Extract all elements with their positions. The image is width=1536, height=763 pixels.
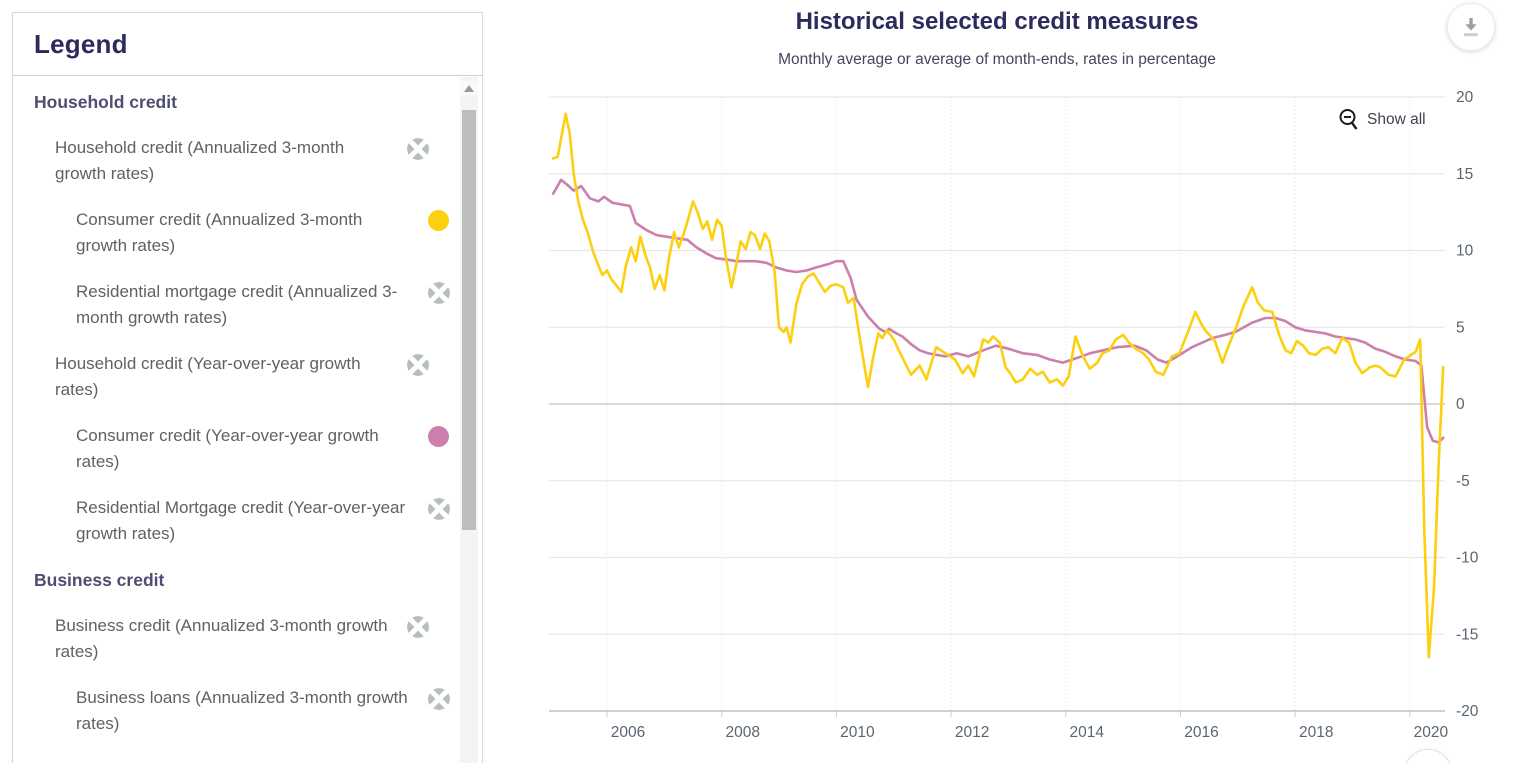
y-axis-label: 5: [1456, 319, 1465, 336]
legend-item[interactable]: Household credit (Year-over-year growth …: [13, 351, 456, 403]
show-all-label: Show all: [1367, 110, 1426, 128]
legend-title: Legend: [34, 28, 128, 59]
legend-item-label[interactable]: Household credit (Year-over-year growth …: [55, 354, 361, 399]
x-axis-label: 2012: [955, 724, 989, 741]
scrollbar-thumb[interactable]: [462, 110, 476, 530]
hidden-series-icon[interactable]: [407, 354, 429, 376]
hidden-series-icon[interactable]: [407, 138, 429, 160]
legend-group-header: Business credit: [34, 570, 165, 590]
download-icon: [1464, 18, 1478, 37]
series-line-yellow[interactable]: [551, 112, 1445, 659]
hidden-series-icon[interactable]: [428, 688, 450, 710]
x-axis-label: 2008: [725, 724, 759, 741]
y-axis-label: 20: [1456, 89, 1474, 106]
x-axis-label: 2010: [840, 724, 875, 741]
chart-title: Historical selected credit measures: [795, 8, 1199, 35]
legend-item-label[interactable]: Residential mortgage credit (Annualized …: [76, 282, 398, 327]
y-axis-label: 15: [1456, 166, 1473, 183]
y-axis-label: -10: [1456, 550, 1479, 567]
legend-list: Household credit Household credit (Annual…: [13, 77, 456, 763]
legend-item[interactable]: Consumer credit (Annualized 3-month grow…: [13, 207, 456, 259]
legend-item-label[interactable]: Residential Mortgage credit (Year-over-y…: [76, 498, 406, 543]
legend-item[interactable]: Consumer credit (Year-over-year growth r…: [13, 423, 456, 475]
legend-item-label[interactable]: Business loans (Annualized 3-month growt…: [76, 688, 408, 733]
chart-subtitle: Monthly average or average of month-ends…: [778, 51, 1216, 68]
hidden-series-icon[interactable]: [407, 616, 429, 638]
legend-panel: Legend Household credit Household credit …: [12, 12, 483, 763]
y-axis-label: -20: [1456, 703, 1479, 720]
series-color-dot-yellow[interactable]: [428, 210, 450, 232]
y-axis-label: 0: [1456, 396, 1465, 413]
legend-item[interactable]: Residential mortgage credit (Annualized …: [13, 279, 456, 331]
y-axis-label: -15: [1456, 626, 1478, 643]
x-axis-label: 2006: [611, 724, 645, 741]
legend-item[interactable]: Business credit (Annualized 3-month grow…: [13, 613, 456, 665]
show-all-button[interactable]: Show all: [1338, 108, 1426, 131]
x-axis-label: 2016: [1184, 724, 1218, 741]
legend-item[interactable]: Residential Mortgage credit (Year-over-y…: [13, 495, 456, 547]
hidden-series-icon[interactable]: [428, 282, 450, 304]
series-color-dot-pink[interactable]: [428, 426, 450, 448]
legend-item[interactable]: Household credit (Annualized 3-month gro…: [13, 135, 456, 187]
legend-item-label[interactable]: Consumer credit (Annualized 3-month grow…: [76, 210, 363, 255]
legend-scrollbar[interactable]: [460, 77, 478, 763]
y-axis-label: -5: [1456, 473, 1470, 490]
legend-header: Legend: [13, 13, 482, 76]
download-button[interactable]: [1447, 3, 1495, 51]
hidden-series-icon[interactable]: [428, 498, 450, 520]
legend-item-label[interactable]: Household credit (Annualized 3-month gro…: [55, 138, 345, 183]
x-axis-label: 2018: [1299, 724, 1333, 741]
zoom-out-icon: [1339, 109, 1358, 130]
legend-item-label[interactable]: Consumer credit (Year-over-year growth r…: [76, 426, 379, 471]
legend-item-label[interactable]: Business credit (Annualized 3-month grow…: [55, 616, 388, 661]
legend-group-header: Household credit: [34, 92, 177, 112]
scroll-up-arrow[interactable]: [460, 81, 478, 95]
x-axis-label: 2020: [1414, 724, 1449, 741]
legend-item[interactable]: Business loans (Annualized 3-month growt…: [13, 685, 456, 737]
y-axis-label: 10: [1456, 243, 1474, 260]
series-line-pink[interactable]: [551, 178, 1445, 444]
x-axis-label: 2014: [1070, 724, 1105, 741]
